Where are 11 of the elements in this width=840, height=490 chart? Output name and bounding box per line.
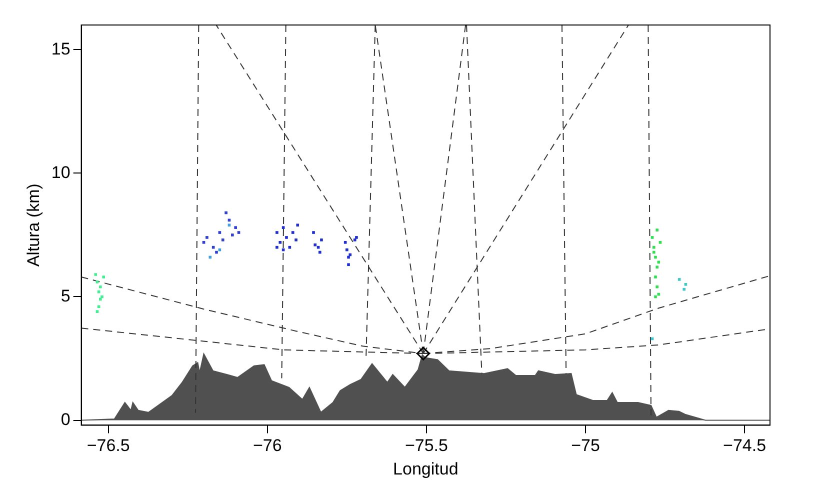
x-axis-title: Longitud — [393, 459, 458, 478]
y-tick-label: 10 — [51, 162, 70, 182]
y-tick-label: 5 — [60, 286, 70, 306]
y-tick-label: 15 — [51, 39, 70, 58]
x-tick-label: −75 — [571, 436, 600, 456]
y-axis-title: Altura (km) — [24, 184, 43, 267]
x-tick-label: −74.5 — [723, 436, 766, 456]
x-tick-label: −75.5 — [404, 436, 448, 456]
x-tick-label: −76.5 — [86, 436, 130, 456]
x-tick-label: −76 — [252, 436, 282, 456]
y-tick-label: 0 — [60, 410, 70, 429]
